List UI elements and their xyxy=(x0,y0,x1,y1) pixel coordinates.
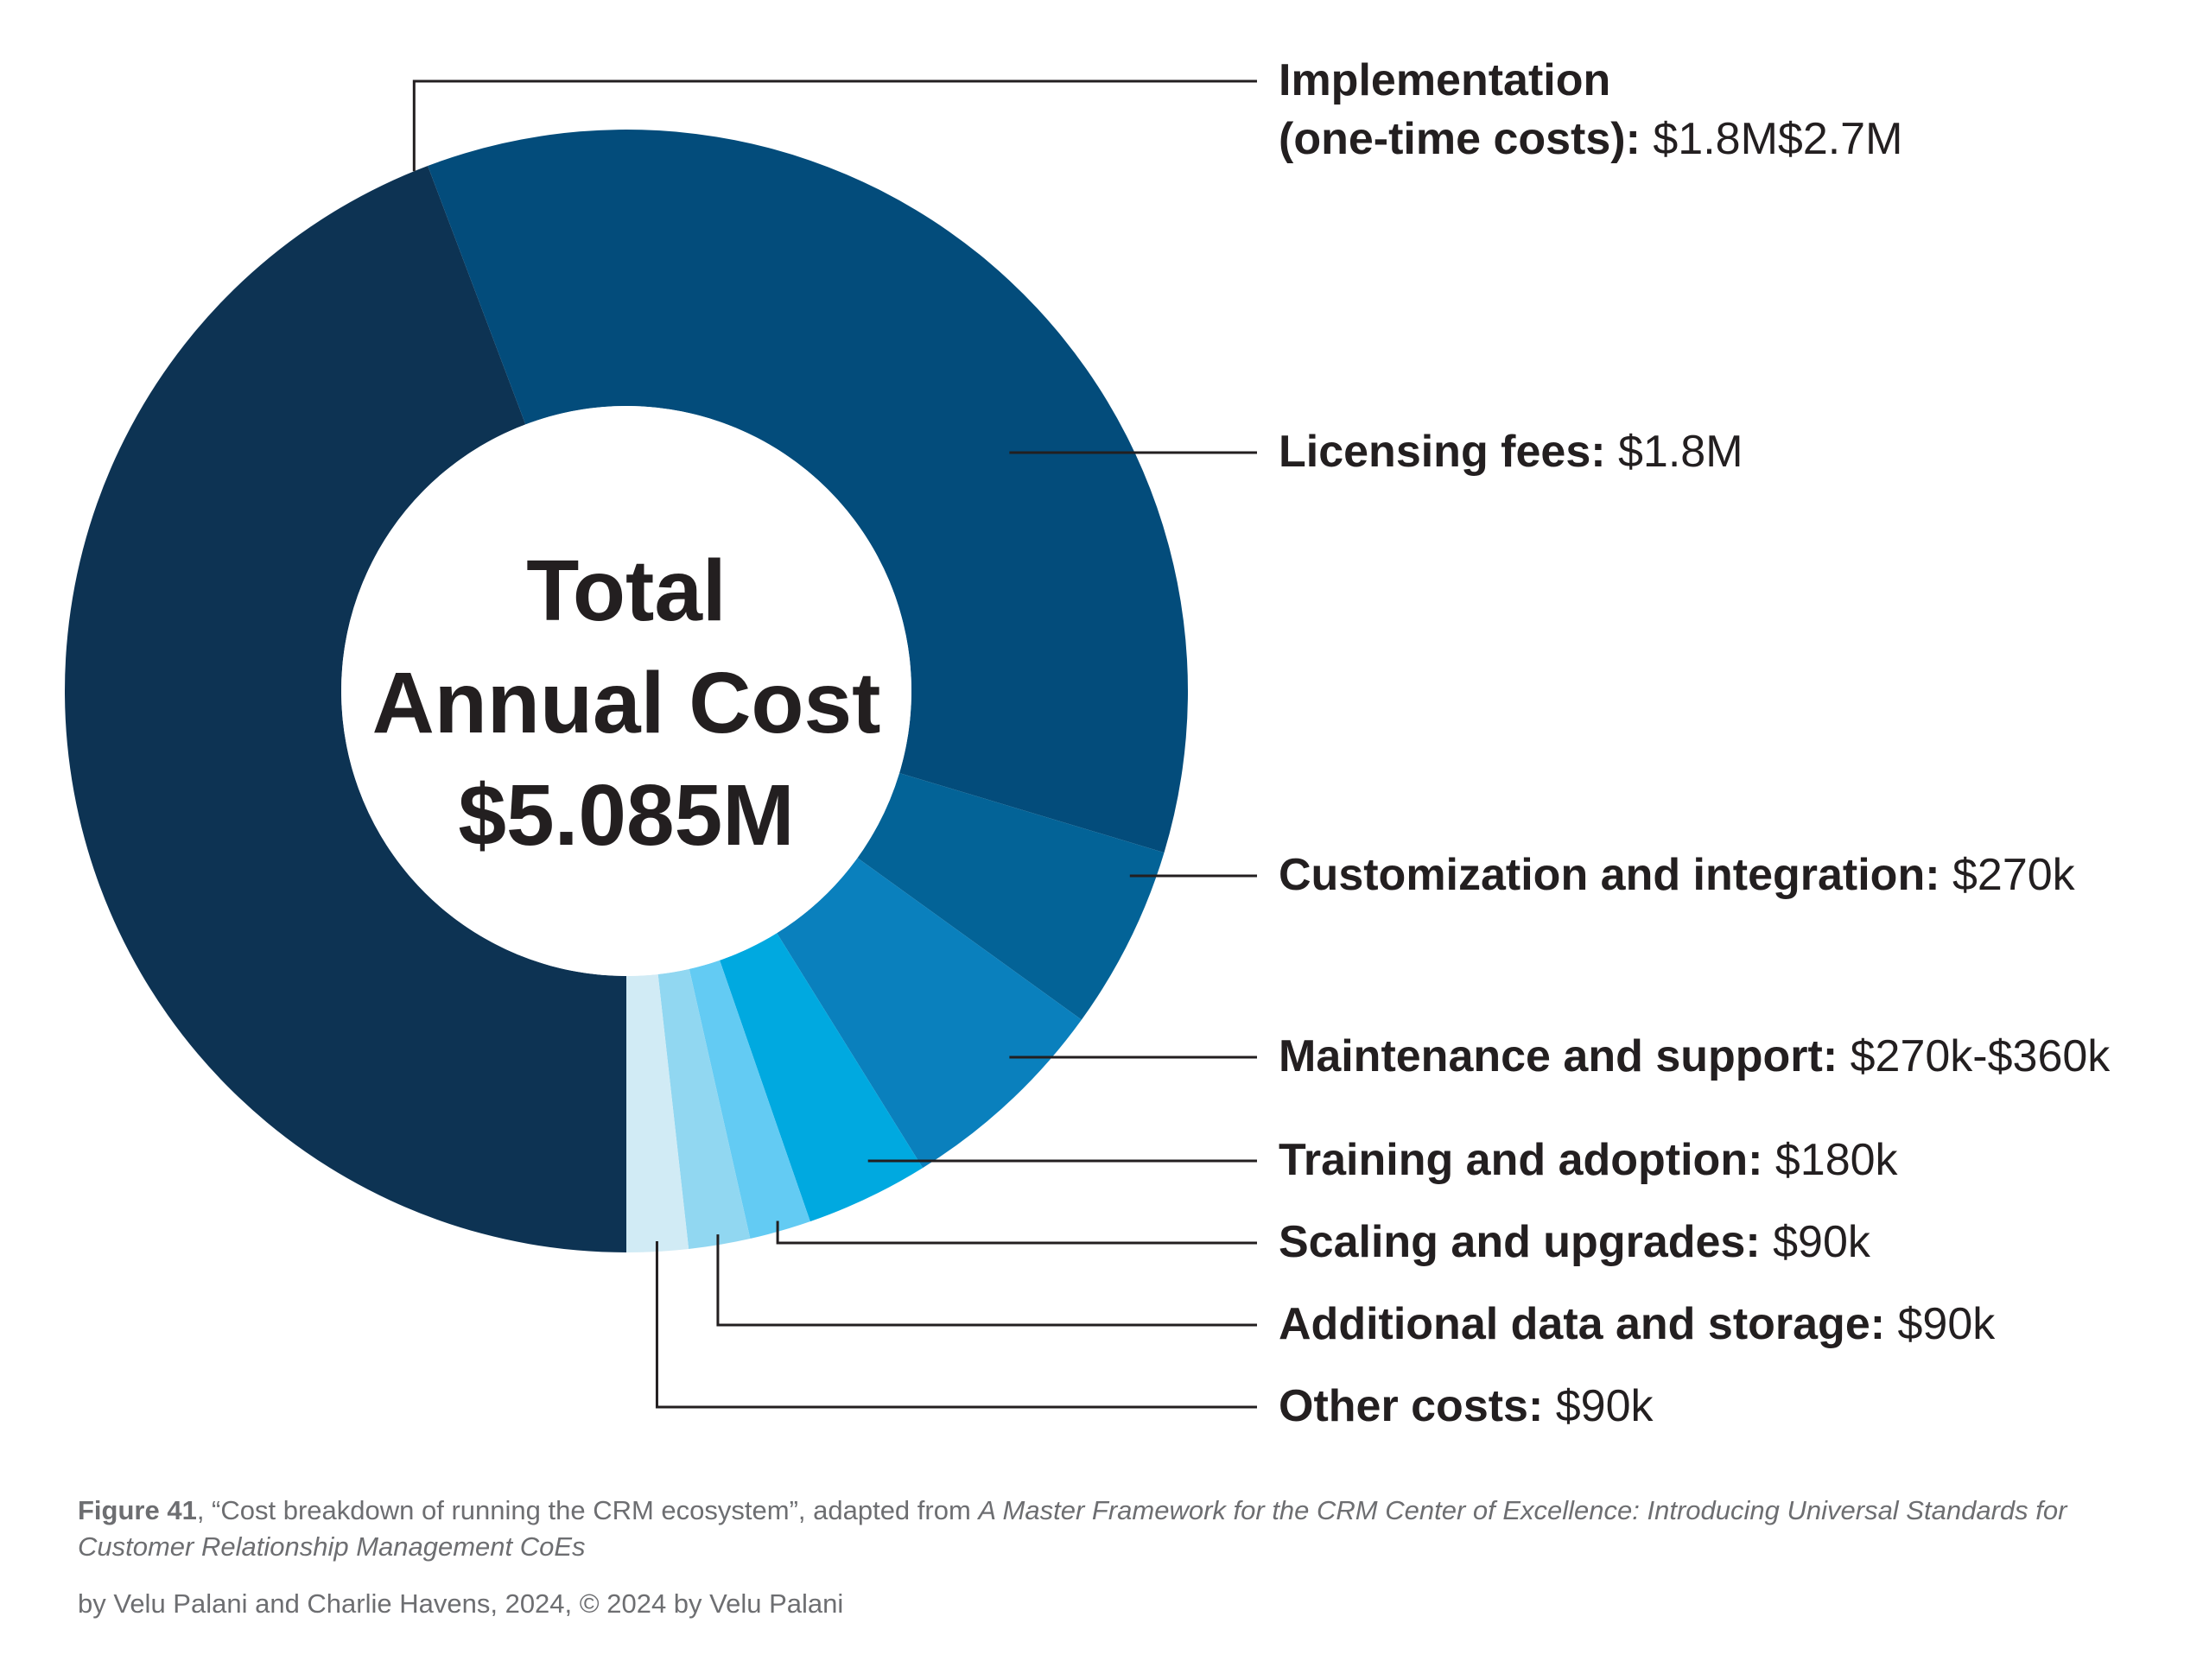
donut-slices xyxy=(65,130,1188,1253)
center-line-annual-cost: Annual Cost xyxy=(372,655,881,751)
donut-hole xyxy=(341,406,911,976)
donut-center: Total Annual Cost $5.085M xyxy=(341,406,911,976)
donut-slice-4 xyxy=(720,933,924,1222)
donut-slice-6 xyxy=(657,968,751,1249)
leader-line-5 xyxy=(776,1220,1257,1245)
donut-slice-7 xyxy=(626,973,689,1252)
slice-label-1: Licensing fees: $1.8M xyxy=(1279,427,1743,477)
slice-label-7: Other costs: $90k xyxy=(1279,1381,1654,1431)
leader-line-7 xyxy=(655,1241,1257,1409)
figure-credit: by Velu Palani and Charlie Havens, 2024,… xyxy=(78,1588,844,1619)
donut-slice-2 xyxy=(857,772,1165,1020)
slice-label-2: Customization and integration: $270k xyxy=(1279,850,2076,900)
figure-caption: Figure 41, “Cost breakdown of running th… xyxy=(78,1493,2151,1565)
leader-line-6 xyxy=(716,1234,1257,1327)
slice-label-3: Maintenance and support: $270k-$360k xyxy=(1279,1031,2111,1081)
donut-slice-0 xyxy=(65,165,626,1253)
donut-slice-5 xyxy=(689,960,810,1239)
donut-chart: Implementation (one-time costs): $1.8M$2.… xyxy=(65,55,2111,1431)
slice-labels: Implementation (one-time costs): $1.8M$2.… xyxy=(1279,55,2111,1431)
donut-slice-3 xyxy=(777,858,1082,1169)
slice-label-6: Additional data and storage: $90k xyxy=(1279,1299,1996,1349)
leader-line-0 xyxy=(412,79,1257,172)
slice-label-0: Implementation (one-time costs): $1.8M$2.… xyxy=(1279,55,1902,164)
caption-book-title: A Master Framework for the CRM Center of… xyxy=(78,1495,2067,1562)
center-line-total: Total xyxy=(526,542,726,639)
figure-number: Figure 41 xyxy=(78,1495,197,1525)
leader-lines xyxy=(412,79,1257,1409)
donut-slice-1 xyxy=(428,130,1188,853)
slice-label-5: Scaling and upgrades: $90k xyxy=(1279,1217,1871,1267)
center-line-amount: $5.085M xyxy=(458,767,794,864)
caption-title: , “Cost breakdown of running the CRM eco… xyxy=(196,1495,979,1525)
slice-label-4: Training and adoption: $180k xyxy=(1279,1135,1899,1185)
